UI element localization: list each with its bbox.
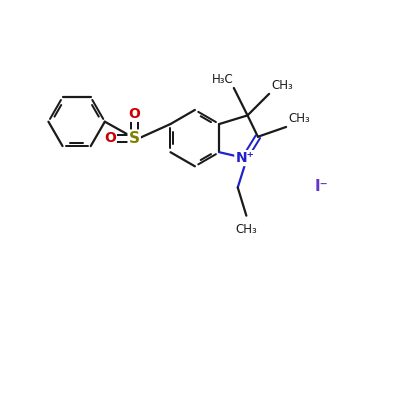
Text: O: O: [128, 107, 140, 121]
Text: O: O: [104, 131, 116, 145]
Text: CH₃: CH₃: [288, 112, 310, 125]
Text: CH₃: CH₃: [236, 223, 257, 236]
Text: CH₃: CH₃: [271, 79, 293, 92]
Text: N⁺: N⁺: [235, 151, 254, 165]
Text: S: S: [129, 131, 140, 146]
Text: I⁻: I⁻: [315, 179, 328, 194]
Text: H₃C: H₃C: [212, 74, 234, 86]
